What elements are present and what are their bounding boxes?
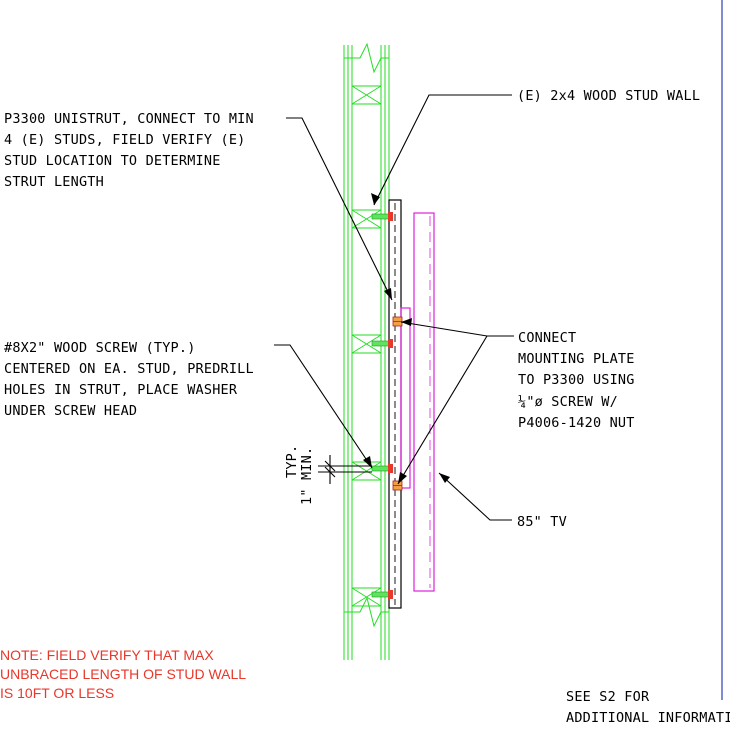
wood-screw <box>371 464 393 473</box>
bolt <box>392 480 403 491</box>
dimension-label-typ: TYP. <box>284 445 300 478</box>
wood-screws <box>371 212 393 599</box>
wood-screw-line: UNDER SCREW HEAD <box>4 403 137 419</box>
stud-wall <box>343 42 390 660</box>
wood-screw-line: #8X2" WOOD SCREW (TYP.) <box>4 340 196 356</box>
connect-line: TO P3300 USING <box>518 372 635 388</box>
min-dimension: 1" MIN. TYP. <box>284 445 372 505</box>
wood-screw-line: HOLES IN STRUT, PLACE WASHER <box>4 382 238 398</box>
see-reference-note: SEE S2 FOR ADDITIONAL INFORMATION <box>566 689 730 726</box>
field-verify-note: NOTE: FIELD VERIFY THAT MAX UNBRACED LEN… <box>0 647 246 701</box>
unistrut-line: STRUT LENGTH <box>4 174 104 190</box>
tv-outline <box>413 212 435 592</box>
field-note-line: NOTE: FIELD VERIFY THAT MAX <box>0 647 214 663</box>
wood-screw <box>371 212 393 221</box>
stud-wall-callout: (E) 2x4 WOOD STUD WALL <box>517 88 700 104</box>
connect-line: P4006-1420 NUT <box>518 415 635 431</box>
connect-line: MOUNTING PLATE <box>518 351 635 367</box>
leaders <box>274 94 514 521</box>
tv-callout: 85" TV <box>517 514 567 530</box>
unistrut-line: 4 (E) STUDS, FIELD VERIFY (E) <box>4 132 246 148</box>
connect-line: CONNECT <box>518 330 576 346</box>
field-note-line: UNBRACED LENGTH OF STUD WALL <box>0 666 246 682</box>
wood-screw <box>371 590 393 599</box>
see-ref-line: ADDITIONAL INFORMATION <box>566 710 730 726</box>
see-ref-line: SEE S2 FOR <box>566 689 650 705</box>
connection-bolts <box>392 316 403 491</box>
unistrut-p3300 <box>388 199 402 609</box>
unistrut-callout: P3300 UNISTRUT, CONNECT TO MIN 4 (E) STU… <box>4 111 254 190</box>
field-note-line: IS 10FT OR LESS <box>0 685 114 701</box>
unistrut-line: P3300 UNISTRUT, CONNECT TO MIN <box>4 111 254 127</box>
bolt <box>392 316 403 327</box>
connect-callout: CONNECT MOUNTING PLATE TO P3300 USING ¼"… <box>518 330 635 431</box>
stud-section <box>351 85 382 105</box>
wood-screw-line: CENTERED ON EA. STUD, PREDRILL <box>4 361 254 377</box>
tv-and-mount <box>400 212 435 592</box>
stud-section <box>351 334 382 354</box>
wood-screw <box>371 339 393 348</box>
wood-screw-callout: #8X2" WOOD SCREW (TYP.) CENTERED ON EA. … <box>4 340 254 419</box>
mounting-plate <box>400 307 411 489</box>
dimension-label-min: 1" MIN. <box>299 447 315 505</box>
connect-line: ¼"ø SCREW W/ <box>518 394 618 410</box>
unistrut-line: STUD LOCATION TO DETERMINE <box>4 153 221 169</box>
